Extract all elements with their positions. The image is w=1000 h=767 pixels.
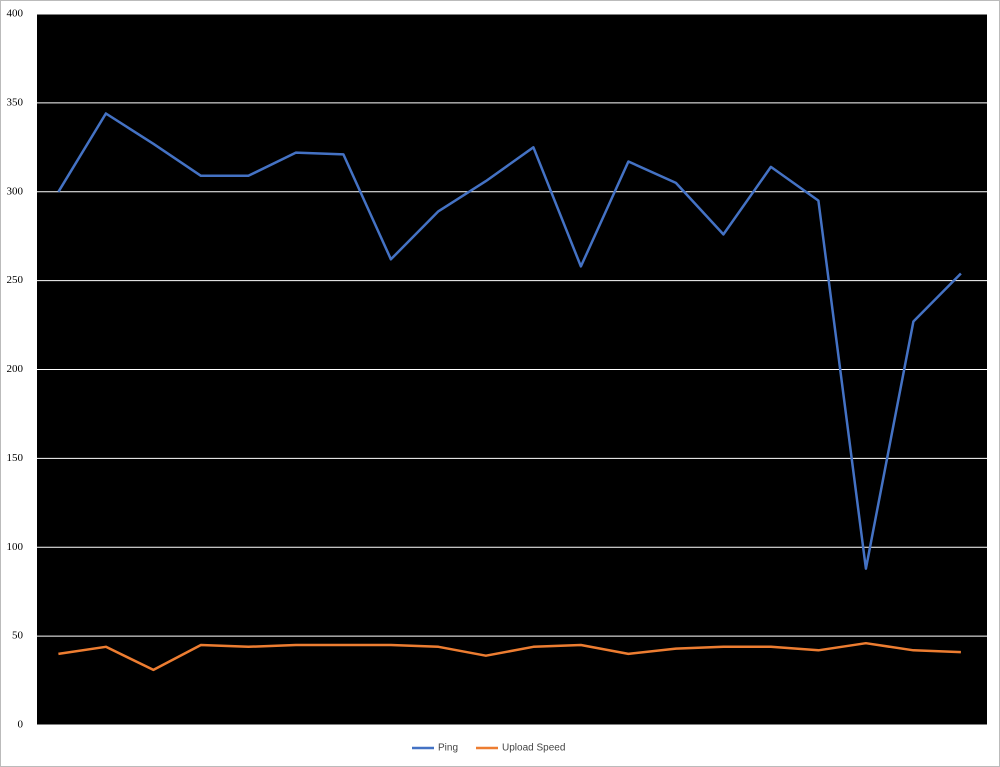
y-tick-label: 200 — [7, 363, 24, 375]
y-tick-label: 350 — [7, 96, 24, 108]
y-tick-label: 400 — [7, 8, 24, 20]
legend-label: Ping — [438, 743, 458, 754]
y-tick-label: 250 — [7, 274, 24, 286]
data-line — [58, 641, 961, 672]
y-tick-label: 100 — [7, 541, 24, 553]
y-tick-label: 300 — [7, 185, 24, 197]
y-tick-label: 0 — [18, 719, 24, 731]
data-line — [57, 112, 962, 570]
legend-label: Upload Speed — [502, 743, 565, 754]
y-tick-label: 150 — [7, 452, 24, 464]
y-tick-label: 50 — [12, 630, 24, 642]
